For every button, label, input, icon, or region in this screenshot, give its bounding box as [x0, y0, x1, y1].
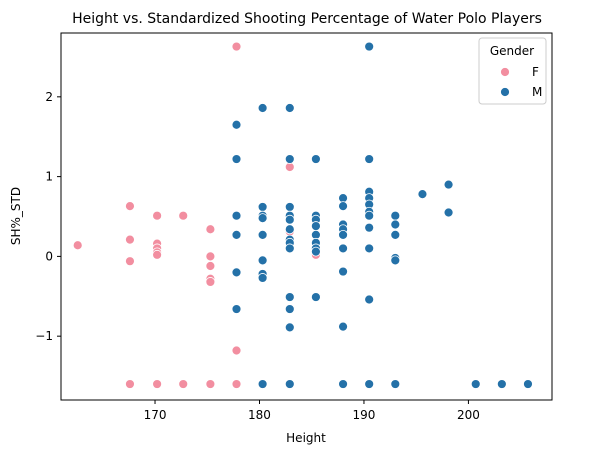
y-tick-label: 0 [45, 249, 53, 263]
data-point-m [284, 304, 295, 314]
legend-label-f: F [532, 65, 539, 79]
data-point-m [284, 214, 295, 225]
data-point-f [152, 249, 163, 260]
y-tick-label: 2 [45, 90, 53, 104]
data-point-m [338, 229, 348, 240]
data-point-m [284, 103, 295, 113]
data-point-f [205, 251, 216, 262]
chart-title: Height vs. Standardized Shooting Percent… [72, 11, 542, 27]
data-point-m [390, 219, 401, 230]
y-tick-label: −1 [35, 329, 53, 343]
data-point-m [257, 379, 268, 389]
data-point-m [284, 224, 295, 235]
data-point-m [311, 292, 321, 302]
data-point-f [231, 345, 242, 356]
data-point-m [284, 154, 295, 164]
data-point-m [284, 243, 295, 254]
points-layer [72, 41, 533, 389]
data-point-m [231, 304, 242, 314]
data-point-m [443, 207, 454, 218]
data-point-m [364, 243, 375, 254]
data-point-f [125, 201, 135, 212]
data-point-f [205, 261, 216, 271]
x-tick-label: 200 [457, 408, 480, 422]
data-point-m [231, 229, 242, 240]
data-point-f [178, 210, 189, 221]
data-point-f [231, 41, 242, 52]
data-point-m [284, 202, 295, 212]
data-point-f [125, 234, 135, 245]
data-point-f [205, 277, 216, 287]
data-point-m [417, 189, 428, 200]
data-point-m [231, 267, 242, 278]
data-point-f [72, 240, 83, 251]
x-tick-label: 180 [248, 408, 271, 422]
data-point-m [364, 41, 375, 52]
plot-frame [60, 32, 553, 401]
data-point-f [152, 379, 163, 389]
y-tick-label: 1 [45, 170, 53, 184]
data-point-m [284, 322, 295, 333]
data-point-m [364, 210, 375, 221]
data-point-m [364, 222, 375, 233]
data-point-f [152, 210, 163, 221]
data-point-f [125, 256, 135, 267]
data-point-m [257, 202, 268, 212]
data-point-m [338, 201, 348, 212]
x-tick-label: 170 [144, 408, 167, 422]
legend-box [478, 37, 547, 105]
legend: Gender F M [478, 37, 547, 105]
legend-marker-f [500, 67, 510, 77]
x-tick-label: 190 [353, 408, 376, 422]
legend-title: Gender [490, 44, 534, 58]
y-axis-label: SH%_STD [9, 187, 23, 245]
data-point-m [284, 292, 295, 302]
data-point-f [231, 379, 242, 389]
data-point-m [390, 255, 401, 266]
data-point-m [390, 229, 401, 240]
data-point-m [364, 294, 375, 305]
data-point-m [257, 255, 268, 266]
data-point-m [338, 243, 348, 254]
data-point-m [470, 379, 481, 389]
data-point-m [443, 179, 454, 190]
data-point-f [125, 379, 135, 389]
data-point-m [338, 379, 348, 389]
data-point-m [231, 119, 242, 130]
data-point-m [257, 273, 268, 283]
ticks-layer: 170 180 190 200 −1 0 1 2 [35, 90, 480, 422]
data-point-m [257, 213, 268, 223]
data-point-m [364, 379, 375, 389]
data-point-m [496, 379, 507, 389]
data-point-f [205, 224, 216, 235]
data-point-m [284, 379, 295, 389]
data-point-m [257, 103, 268, 113]
data-point-m [364, 154, 375, 164]
data-point-m [231, 154, 242, 164]
data-point-m [338, 321, 348, 332]
data-point-m [311, 246, 321, 257]
data-point-m [311, 154, 321, 164]
data-point-m [231, 210, 242, 221]
legend-label-m: M [532, 85, 542, 99]
legend-marker-m [500, 87, 510, 97]
data-point-f [178, 379, 189, 389]
data-point-m [390, 379, 401, 389]
data-point-f [205, 379, 216, 389]
data-point-m [390, 210, 401, 221]
x-axis-label: Height [286, 431, 326, 445]
data-point-m [257, 229, 268, 240]
data-point-m [311, 221, 321, 231]
data-point-m [523, 379, 533, 389]
data-point-m [338, 266, 348, 277]
